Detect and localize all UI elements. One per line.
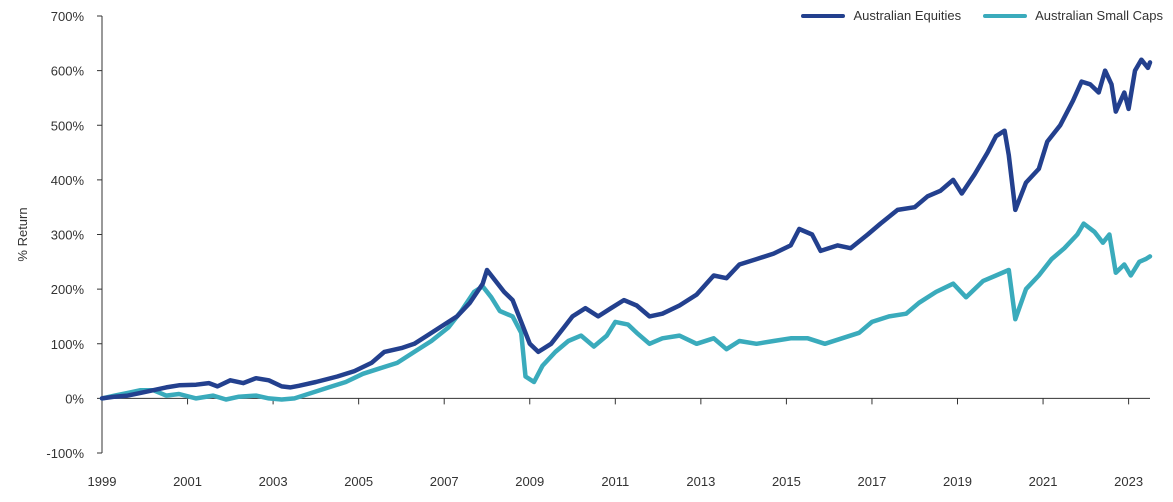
x-tick-label: 2003 (259, 474, 288, 489)
x-tick-label: 1999 (88, 474, 117, 489)
legend-label-equities: Australian Equities (853, 8, 962, 23)
series-lines (99, 57, 1153, 402)
y-tick-label: 100% (51, 337, 85, 352)
y-tick-label: -100% (46, 446, 84, 461)
x-tick-label: 2017 (857, 474, 886, 489)
series-line-australian-equities (99, 57, 1153, 401)
legend-item-equities: Australian Equities (801, 8, 961, 23)
legend: Australian Equities Australian Small Cap… (801, 8, 1163, 23)
x-tick-label: 2007 (430, 474, 459, 489)
legend-swatch-small-caps (983, 13, 1028, 18)
x-tick-label: 2009 (515, 474, 544, 489)
y-tick-label: 400% (51, 173, 85, 188)
x-tick-label: 2023 (1114, 474, 1143, 489)
y-axis-ticks: -100% 0% 100% 200% 300% 400% 500% 600% 700% (46, 9, 102, 461)
y-tick-label: 200% (51, 282, 85, 297)
x-tick-label: 2019 (943, 474, 972, 489)
x-tick-label: 2021 (1029, 474, 1058, 489)
x-tick-label: 2015 (772, 474, 801, 489)
x-tick-label: 2005 (344, 474, 373, 489)
y-tick-label: 600% (51, 64, 85, 79)
y-tick-label: 300% (51, 228, 85, 243)
series-line-australian-small-caps (99, 221, 1153, 402)
legend-label-small-caps: Australian Small Caps (1035, 8, 1163, 23)
x-axis-ticks: 1999 2001 2003 2005 2007 2009 2011 2013 2015 2017… (88, 398, 1143, 489)
y-tick-label: 0% (65, 391, 84, 406)
legend-swatch-equities (801, 13, 846, 18)
y-tick-label: 700% (51, 9, 85, 24)
y-tick-label: 500% (51, 118, 85, 133)
x-tick-label: 2001 (173, 474, 202, 489)
x-tick-label: 2011 (601, 474, 629, 489)
y-axis-label: % Return (15, 207, 30, 261)
legend-item-small-caps: Australian Small Caps (983, 8, 1163, 23)
x-tick-label: 2013 (686, 474, 715, 489)
